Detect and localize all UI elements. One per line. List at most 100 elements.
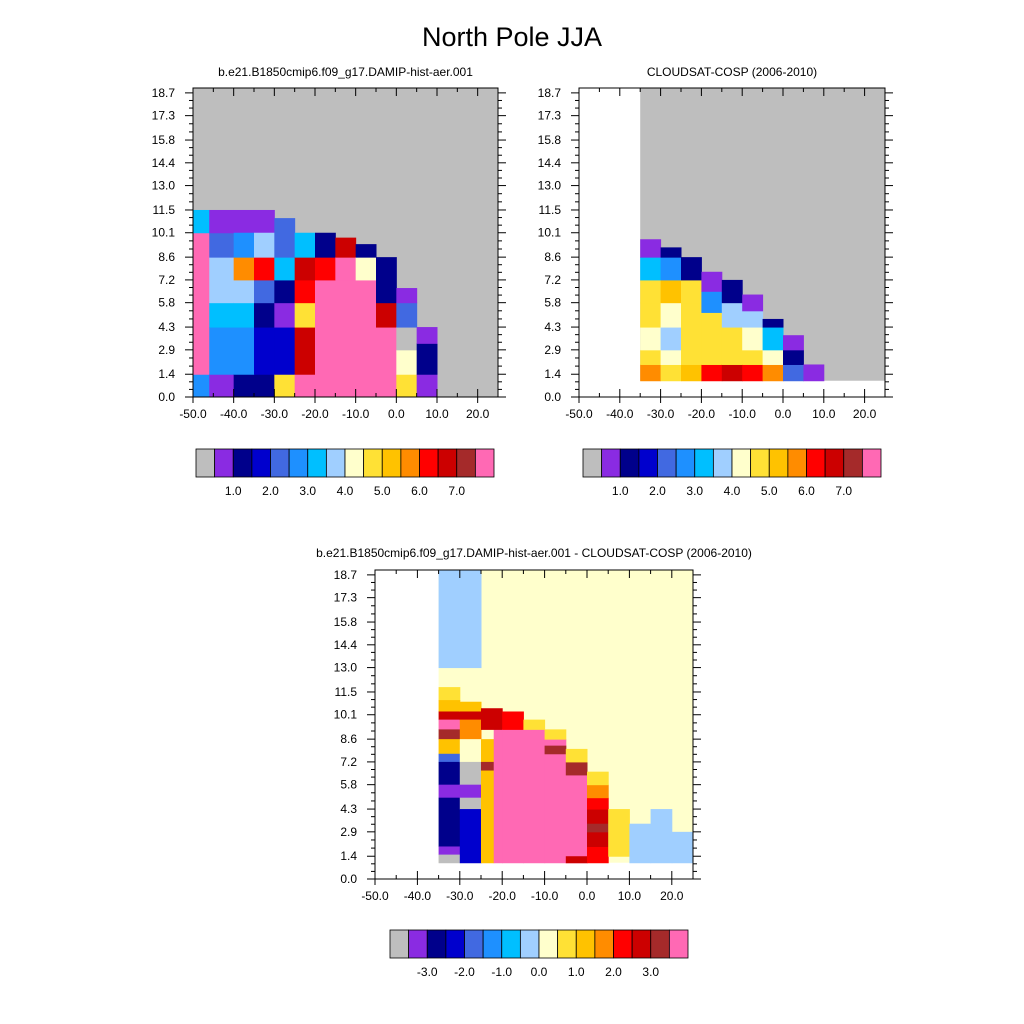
heatmap-cell (660, 279, 682, 304)
colorbar-swatch (195, 448, 216, 478)
colorbar-label: 0.0 (531, 965, 548, 979)
heatmap-cell (640, 364, 662, 382)
heatmap-cell (629, 823, 652, 864)
colorbar-swatch (381, 448, 402, 478)
heatmap-cell (459, 809, 482, 864)
heatmap-cell (209, 374, 235, 397)
y-tick-label: 14.4 (334, 638, 358, 652)
colorbar-swatch (456, 448, 476, 478)
colorbar-swatch (538, 929, 559, 959)
heatmap-cell (294, 302, 316, 328)
heatmap-cell (640, 349, 662, 365)
x-tick-label: -30.0 (261, 407, 289, 421)
colorbar-swatch (214, 448, 234, 478)
x-tick-label: -40.0 (220, 407, 248, 421)
y-tick-label: 13.0 (334, 661, 358, 675)
heatmap-cell (742, 349, 764, 365)
x-tick-label: 20.0 (853, 407, 877, 421)
heatmap-cell (459, 711, 482, 721)
heatmap-cell (209, 327, 235, 375)
colorbar-swatch (307, 448, 327, 478)
y-tick-label: 2.9 (544, 343, 561, 357)
panel-difference: b.e21.B1850cmip6.f09_g17.DAMIP-hist-aer.… (316, 546, 752, 979)
y-tick-label: 7.2 (544, 273, 561, 287)
heatmap-cell (396, 374, 418, 397)
heatmap-cell (254, 327, 275, 375)
colorbar-swatch (675, 448, 696, 478)
heatmap-cell (233, 279, 255, 304)
colorbar-swatch (768, 448, 789, 478)
x-tick-label: -40.0 (606, 407, 634, 421)
y-tick-label: 7.2 (340, 755, 357, 769)
heatmap-cell (274, 279, 296, 304)
colorbar-label: 7.0 (448, 484, 465, 498)
heatmap-cell (315, 279, 377, 397)
heatmap-cell (523, 719, 546, 730)
colorbar-label: 3.0 (686, 484, 703, 498)
heatmap-cell (742, 364, 764, 382)
y-tick-label: 1.4 (158, 367, 175, 381)
heatmap-cell (502, 729, 524, 864)
colorbar-swatch (594, 929, 614, 959)
heatmap-cell (254, 232, 275, 258)
colorbar-swatch (575, 929, 596, 959)
y-tick-label: 1.4 (544, 367, 561, 381)
colorbar-label: 5.0 (761, 484, 778, 498)
heatmap-cell (438, 729, 461, 740)
colorbar-label: -1.0 (491, 965, 512, 979)
colorbar: 1.0 2.0 3.0 4.0 5.0 6.0 7.0 (582, 448, 882, 498)
heatmap-cell (681, 364, 702, 382)
colorbar-swatch (750, 448, 770, 478)
plot-frame (578, 87, 886, 398)
heatmap-cell (335, 257, 357, 281)
y-tick-label: 5.8 (340, 778, 357, 792)
y-tick-label: 8.6 (340, 732, 357, 746)
y-tick-label: 15.8 (334, 615, 358, 629)
y-tick-label: 17.3 (538, 109, 562, 123)
colorbar-swatch (474, 448, 495, 478)
heatmap-cell (459, 784, 482, 799)
y-tick-label: 10.1 (152, 226, 176, 240)
heatmap-cell (459, 719, 482, 740)
y-tick-label: 11.5 (335, 685, 358, 699)
heatmap-cell (721, 279, 743, 304)
heatmap-cell (660, 349, 682, 365)
colorbar-swatch (251, 448, 271, 478)
y-tick-label: 11.5 (539, 203, 562, 217)
panel-title: CLOUDSAT-COSP (2006-2010) (647, 65, 817, 79)
colorbar-label: 5.0 (374, 484, 391, 498)
colorbar-swatch (806, 448, 826, 478)
y-tick-label: 5.8 (544, 296, 561, 310)
heatmap-cell (209, 302, 235, 328)
heatmap-cell (376, 302, 397, 328)
heatmap-cell (294, 327, 316, 375)
heatmap-cell (660, 302, 682, 328)
heatmap-cell (315, 257, 336, 281)
heatmap-cell (721, 364, 743, 382)
heatmap-cell (416, 343, 438, 375)
y-tick-label: 18.7 (334, 568, 358, 582)
heatmap-cell (193, 209, 210, 234)
heatmap-cell (762, 318, 784, 328)
plot-frame (374, 569, 694, 880)
heatmap-cell (587, 784, 609, 799)
heatmap-cell (587, 846, 609, 864)
x-tick-label: -10.0 (729, 407, 757, 421)
colorbar-swatch (400, 448, 420, 478)
colorbar-label: -3.0 (417, 965, 438, 979)
colorbar-swatch (824, 448, 845, 478)
colorbar-label: 6.0 (798, 484, 815, 498)
heatmap-cell (742, 310, 764, 328)
heatmap-cell (762, 364, 784, 382)
colorbar-swatch (601, 448, 621, 478)
colorbar-swatch (344, 448, 365, 478)
heatmap-cell (544, 739, 567, 864)
colorbar-swatch (668, 929, 689, 959)
colorbar-label: 2.0 (649, 484, 666, 498)
colorbar-swatch (861, 448, 882, 478)
colorbar-swatch (787, 448, 807, 478)
heatmap-cell (565, 761, 588, 864)
heatmap-cell (587, 771, 609, 786)
heatmap-cell (650, 809, 673, 864)
heatmap-cell (544, 745, 567, 755)
